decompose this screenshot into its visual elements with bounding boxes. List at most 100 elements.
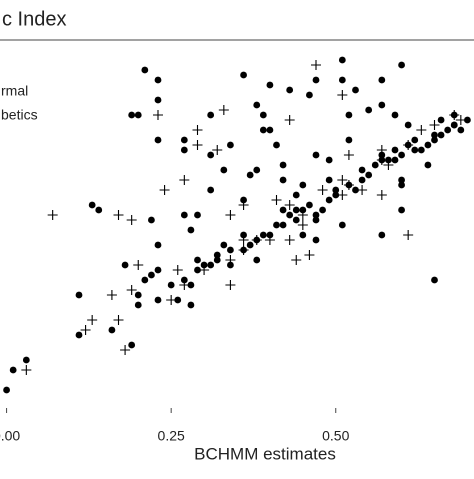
dot: [312, 216, 320, 224]
dot: [391, 156, 399, 164]
plus: [284, 235, 295, 245]
dot: [325, 176, 333, 184]
plus: [357, 185, 368, 195]
dot: [227, 246, 234, 254]
plus: [166, 295, 177, 305]
plus: [179, 175, 190, 185]
dot: [121, 261, 129, 269]
plus: [179, 280, 190, 290]
dot: [187, 226, 195, 234]
dot: [391, 146, 399, 154]
dot: [365, 106, 373, 114]
dot: [352, 86, 359, 94]
dot: [75, 331, 83, 339]
dot: [417, 146, 425, 154]
dot: [411, 136, 419, 144]
plus: [192, 125, 203, 135]
plus: [416, 125, 427, 135]
dot: [404, 121, 412, 129]
plus: [106, 290, 117, 300]
dot: [424, 161, 432, 169]
dot: [167, 281, 175, 289]
plus: [383, 160, 394, 170]
dot: [398, 151, 405, 159]
dot: [391, 111, 399, 119]
dot: [207, 186, 215, 194]
plus: [337, 190, 348, 200]
dot: [292, 216, 300, 224]
dot: [273, 221, 280, 229]
dot: [306, 91, 313, 99]
dot: [154, 266, 162, 274]
dot: [299, 231, 307, 239]
dot: [227, 141, 234, 149]
plus: [225, 255, 236, 265]
plus: [159, 185, 170, 195]
legend-label: rmal: [1, 83, 28, 99]
dot: [352, 186, 359, 194]
dot: [292, 191, 300, 199]
dot: [141, 276, 149, 284]
dot: [378, 101, 386, 109]
plus: [271, 195, 282, 205]
dot: [325, 156, 333, 164]
dot: [194, 256, 201, 264]
dot: [338, 56, 346, 64]
plus: [455, 115, 466, 125]
dot: [431, 131, 438, 139]
dot: [128, 341, 136, 349]
plus: [126, 285, 137, 295]
dot: [148, 271, 155, 279]
dot: [292, 206, 300, 214]
plus: [133, 260, 144, 270]
dot: [187, 301, 195, 309]
dot: [95, 206, 103, 214]
plus: [317, 185, 328, 195]
dot: [378, 231, 386, 239]
plus: [429, 120, 440, 130]
dot: [187, 281, 195, 289]
plus: [172, 265, 183, 275]
dot: [464, 116, 471, 124]
plus: [192, 140, 203, 150]
plus: [238, 245, 249, 255]
dot: [213, 251, 221, 259]
dot: [371, 161, 379, 169]
x-tick-label: 0.25: [158, 428, 185, 444]
dot: [358, 166, 366, 174]
dot: [286, 86, 294, 94]
dot: [180, 146, 188, 154]
dot: [431, 276, 438, 284]
dot: [259, 126, 267, 134]
plus: [343, 180, 354, 190]
dot: [246, 241, 254, 249]
plus: [225, 280, 236, 290]
dot: [279, 221, 287, 229]
dot: [444, 126, 452, 134]
dot: [345, 111, 353, 119]
plus: [21, 365, 32, 375]
dot: [306, 201, 313, 209]
dot: [286, 211, 294, 219]
plus: [126, 215, 137, 225]
plus: [264, 235, 275, 245]
dot: [279, 161, 287, 169]
dot: [266, 126, 274, 134]
plus: [199, 265, 210, 275]
dot: [312, 236, 320, 244]
dot: [450, 121, 458, 129]
plus: [284, 200, 295, 210]
plus: [376, 145, 387, 155]
plus: [113, 210, 124, 220]
plus: [113, 315, 124, 325]
plus: [376, 155, 387, 165]
plus: [449, 110, 460, 120]
dot: [279, 206, 287, 214]
dot: [424, 141, 432, 149]
dot: [141, 66, 149, 74]
plus: [47, 210, 58, 220]
dot: [9, 366, 17, 374]
x-tick-label: 0.00: [0, 428, 20, 444]
dot: [253, 101, 261, 109]
